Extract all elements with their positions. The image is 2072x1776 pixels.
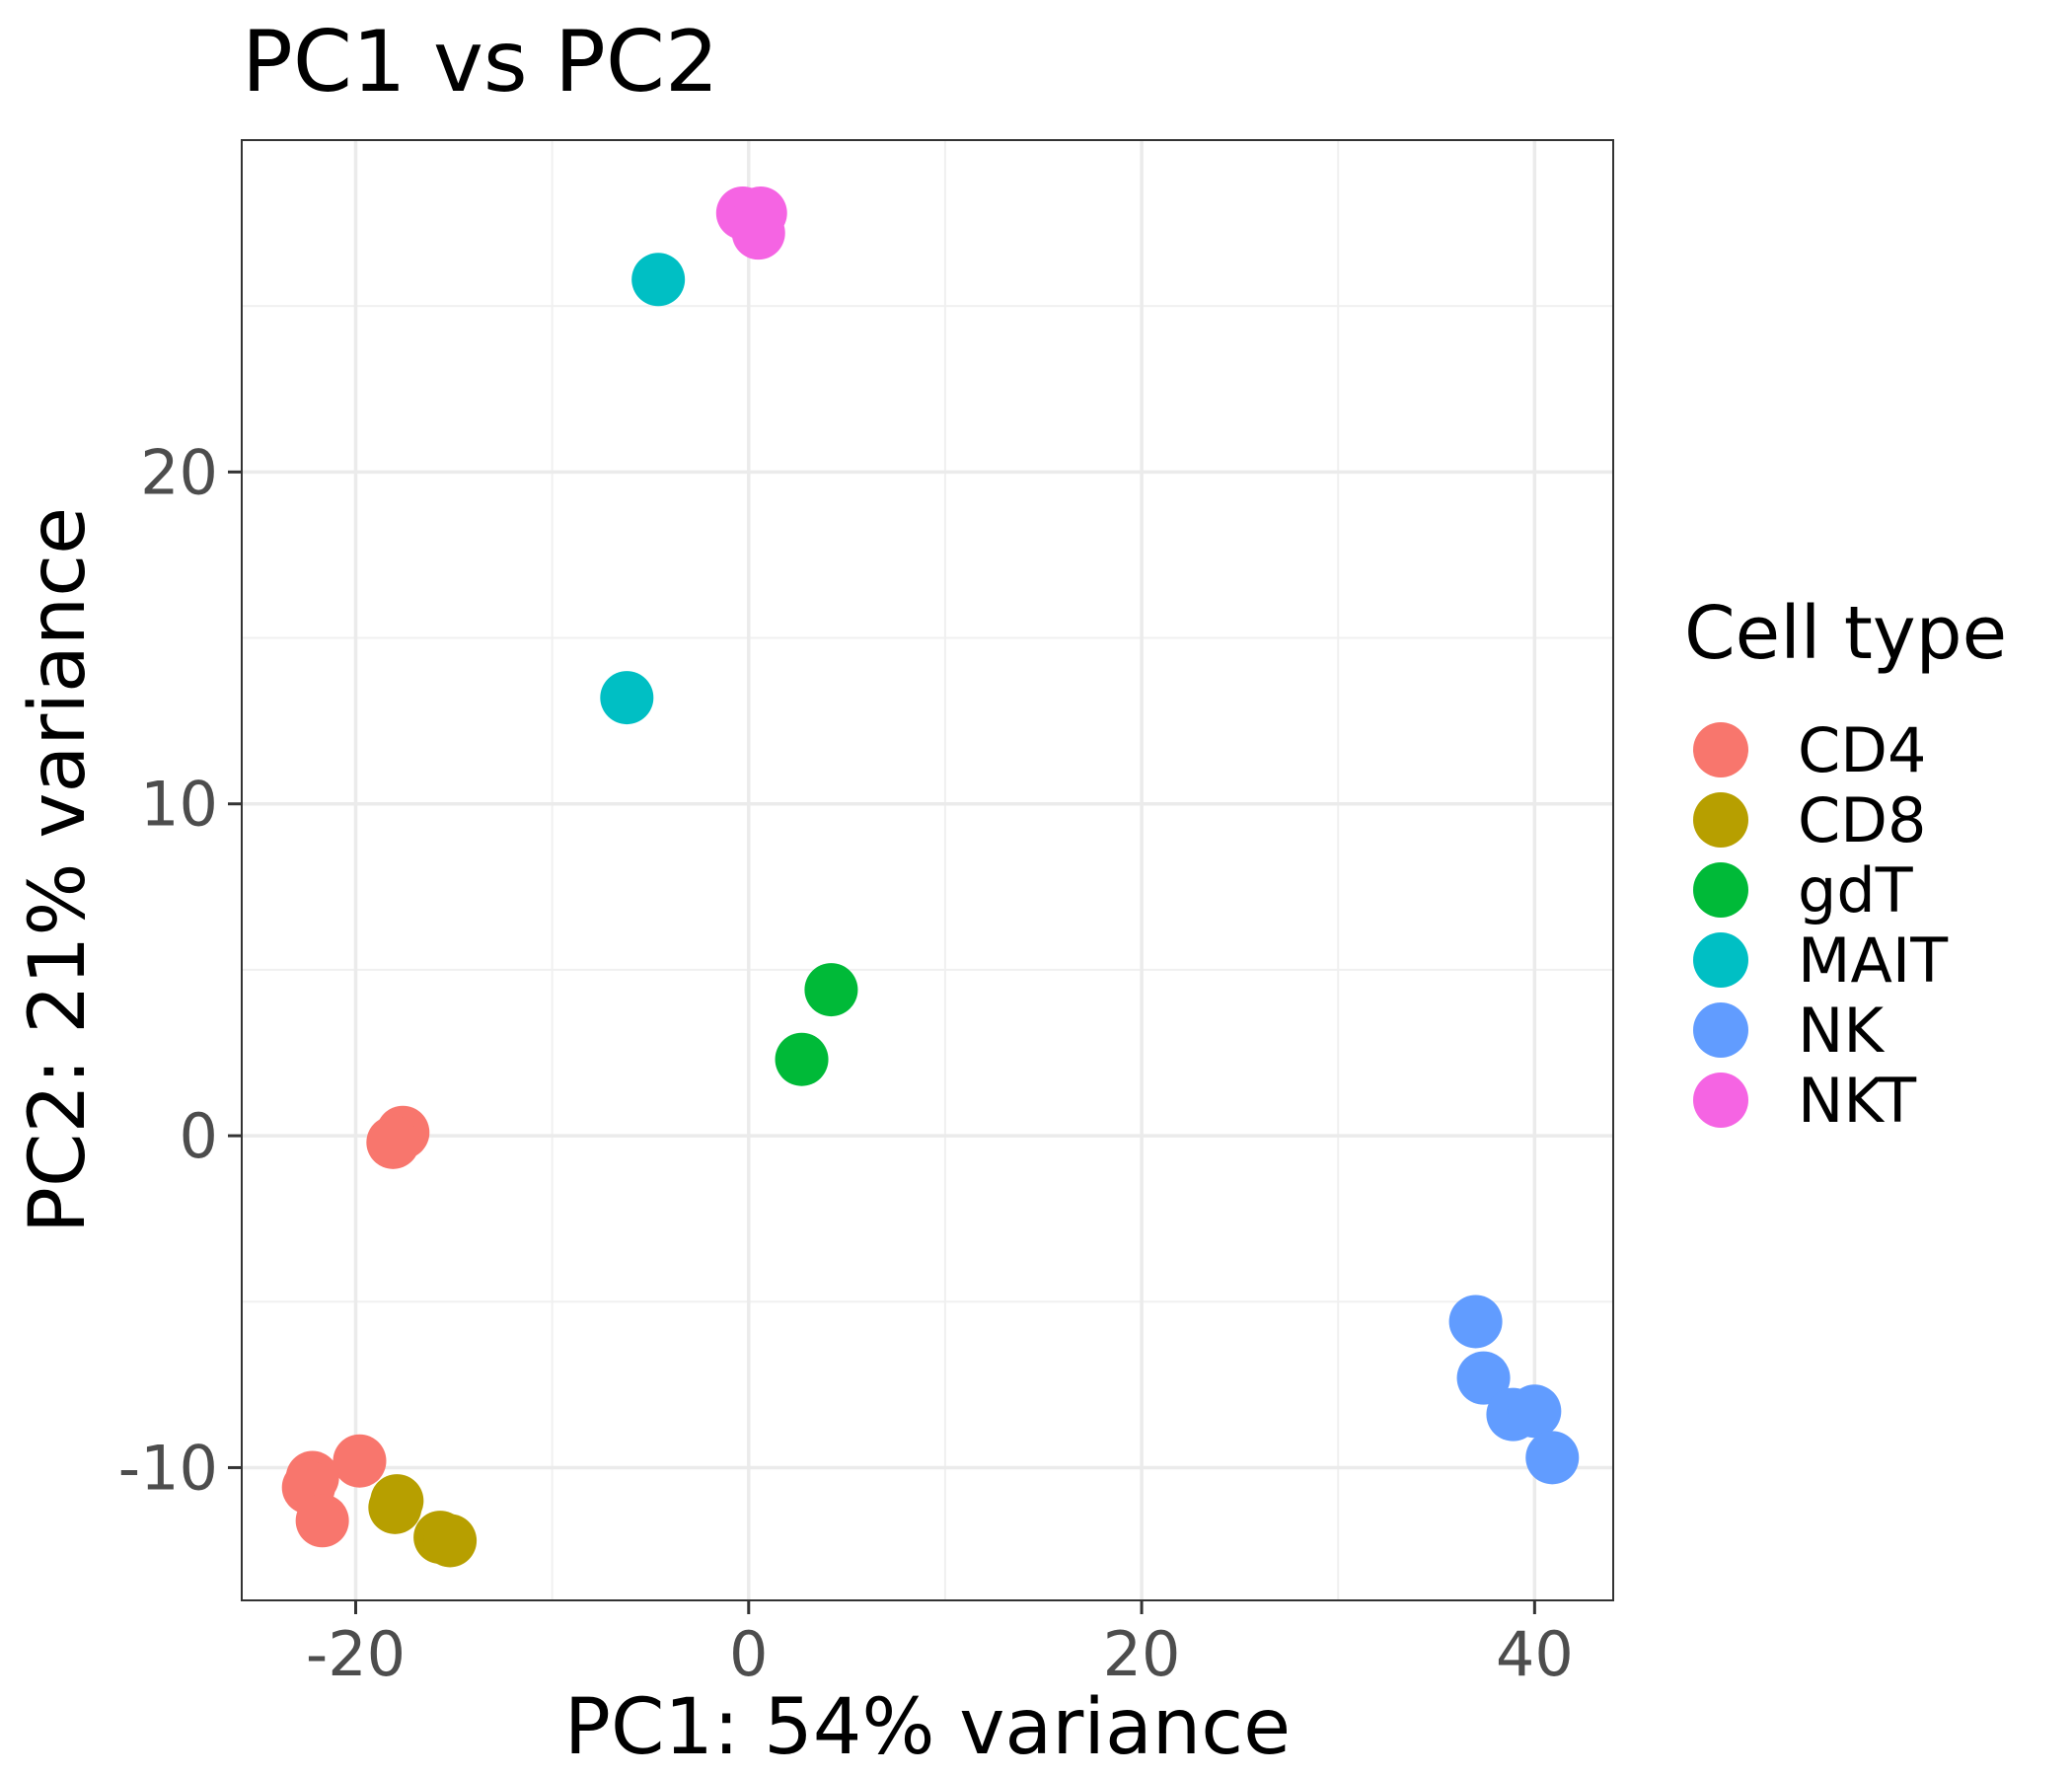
data-point-nk bbox=[1448, 1295, 1503, 1349]
x-axis-label: PC1: 54% variance bbox=[564, 1683, 1291, 1772]
data-points bbox=[281, 186, 1580, 1568]
data-point-mait bbox=[600, 671, 654, 725]
legend-label-mait: MAIT bbox=[1798, 925, 1949, 997]
data-point-cd4 bbox=[333, 1434, 387, 1488]
x-tick-label: 40 bbox=[1496, 1618, 1574, 1690]
data-point-mait bbox=[631, 253, 686, 307]
y-tick-label: 20 bbox=[140, 436, 218, 508]
plot-border bbox=[241, 139, 1614, 1601]
x-tick-label: 20 bbox=[1103, 1618, 1181, 1690]
data-point-cd8 bbox=[423, 1514, 478, 1568]
x-tick-label: 0 bbox=[729, 1618, 768, 1690]
grid-lines bbox=[242, 140, 1613, 1600]
legend-label-nk: NK bbox=[1798, 995, 1885, 1067]
data-point-cd4 bbox=[295, 1494, 349, 1548]
data-point-gdt bbox=[775, 1032, 829, 1086]
legend-label-cd8: CD8 bbox=[1798, 784, 1926, 856]
legend-label-nkt: NKT bbox=[1798, 1065, 1917, 1137]
data-point-gdt bbox=[804, 963, 858, 1017]
data-point-cd4 bbox=[366, 1115, 420, 1169]
y-axis-label: PC2: 21% variance bbox=[14, 507, 103, 1233]
y-tick-label: -10 bbox=[118, 1432, 218, 1504]
data-point-nk bbox=[1508, 1384, 1562, 1439]
chart-title: PC1 vs PC2 bbox=[242, 13, 719, 111]
axes: -20 0 20 40 -10 0 10 20 bbox=[118, 436, 1574, 1690]
legend-label-cd4: CD4 bbox=[1798, 714, 1926, 786]
legend-key-cd4 bbox=[1693, 722, 1748, 777]
data-point-nk bbox=[1525, 1431, 1580, 1485]
data-point-cd8 bbox=[368, 1480, 422, 1534]
legend-label-gdt: gdT bbox=[1798, 854, 1914, 926]
legend-key-nkt bbox=[1693, 1073, 1748, 1128]
plot-panel bbox=[242, 140, 1613, 1600]
legend-key-mait bbox=[1693, 932, 1748, 988]
x-tick-label: -20 bbox=[306, 1618, 406, 1690]
data-point-nkt bbox=[731, 206, 785, 260]
legend-key-cd8 bbox=[1693, 792, 1748, 848]
legend-key-nk bbox=[1693, 1002, 1748, 1058]
legend-key-gdt bbox=[1693, 862, 1748, 918]
legend-title: Cell type bbox=[1684, 591, 2007, 676]
data-point-nk bbox=[1456, 1351, 1511, 1405]
y-tick-label: 0 bbox=[180, 1100, 218, 1172]
y-tick-label: 10 bbox=[140, 769, 218, 841]
